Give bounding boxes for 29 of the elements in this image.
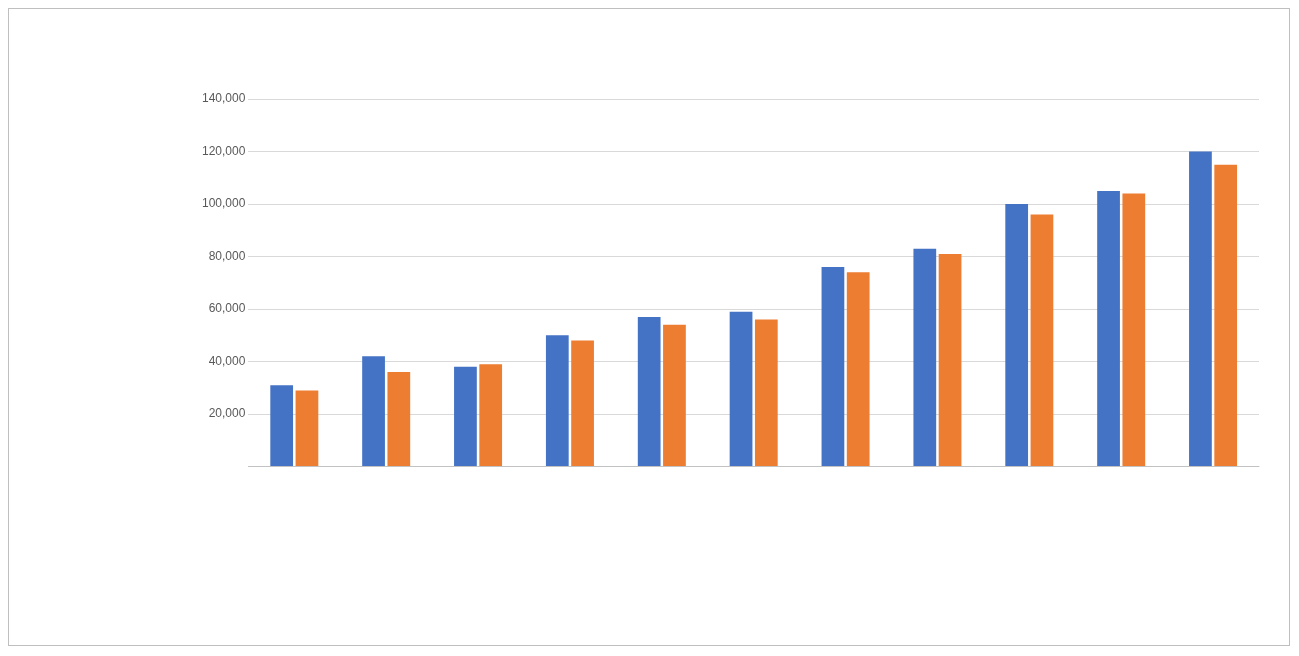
bar [637, 316, 661, 467]
bar [913, 248, 937, 467]
bar [1122, 193, 1146, 467]
bar [663, 324, 686, 467]
bar [479, 364, 503, 467]
bar [1214, 164, 1238, 467]
bar [1189, 151, 1212, 467]
bar [270, 385, 294, 467]
bar [729, 311, 753, 467]
bar [1097, 190, 1120, 467]
bar [1005, 204, 1029, 467]
bar [295, 390, 319, 467]
y-tick-label: 80,000 [208, 248, 246, 263]
y-tick-label: 60,000 [208, 301, 246, 316]
bar [454, 366, 477, 467]
y-tick-label: 120,000 [201, 143, 246, 158]
bar [938, 253, 962, 467]
bar [571, 340, 594, 467]
y-tick-label: 100,000 [201, 196, 246, 211]
bar [545, 335, 569, 467]
y-tick-label: 140,000 [201, 91, 246, 106]
bar [362, 356, 385, 467]
y-tick-label: 20,000 [208, 406, 246, 421]
bar [754, 319, 778, 467]
bar [821, 267, 845, 467]
y-tick-label: 40,000 [208, 353, 246, 368]
bar [846, 272, 870, 467]
bar [1030, 214, 1054, 467]
bar [387, 372, 411, 467]
